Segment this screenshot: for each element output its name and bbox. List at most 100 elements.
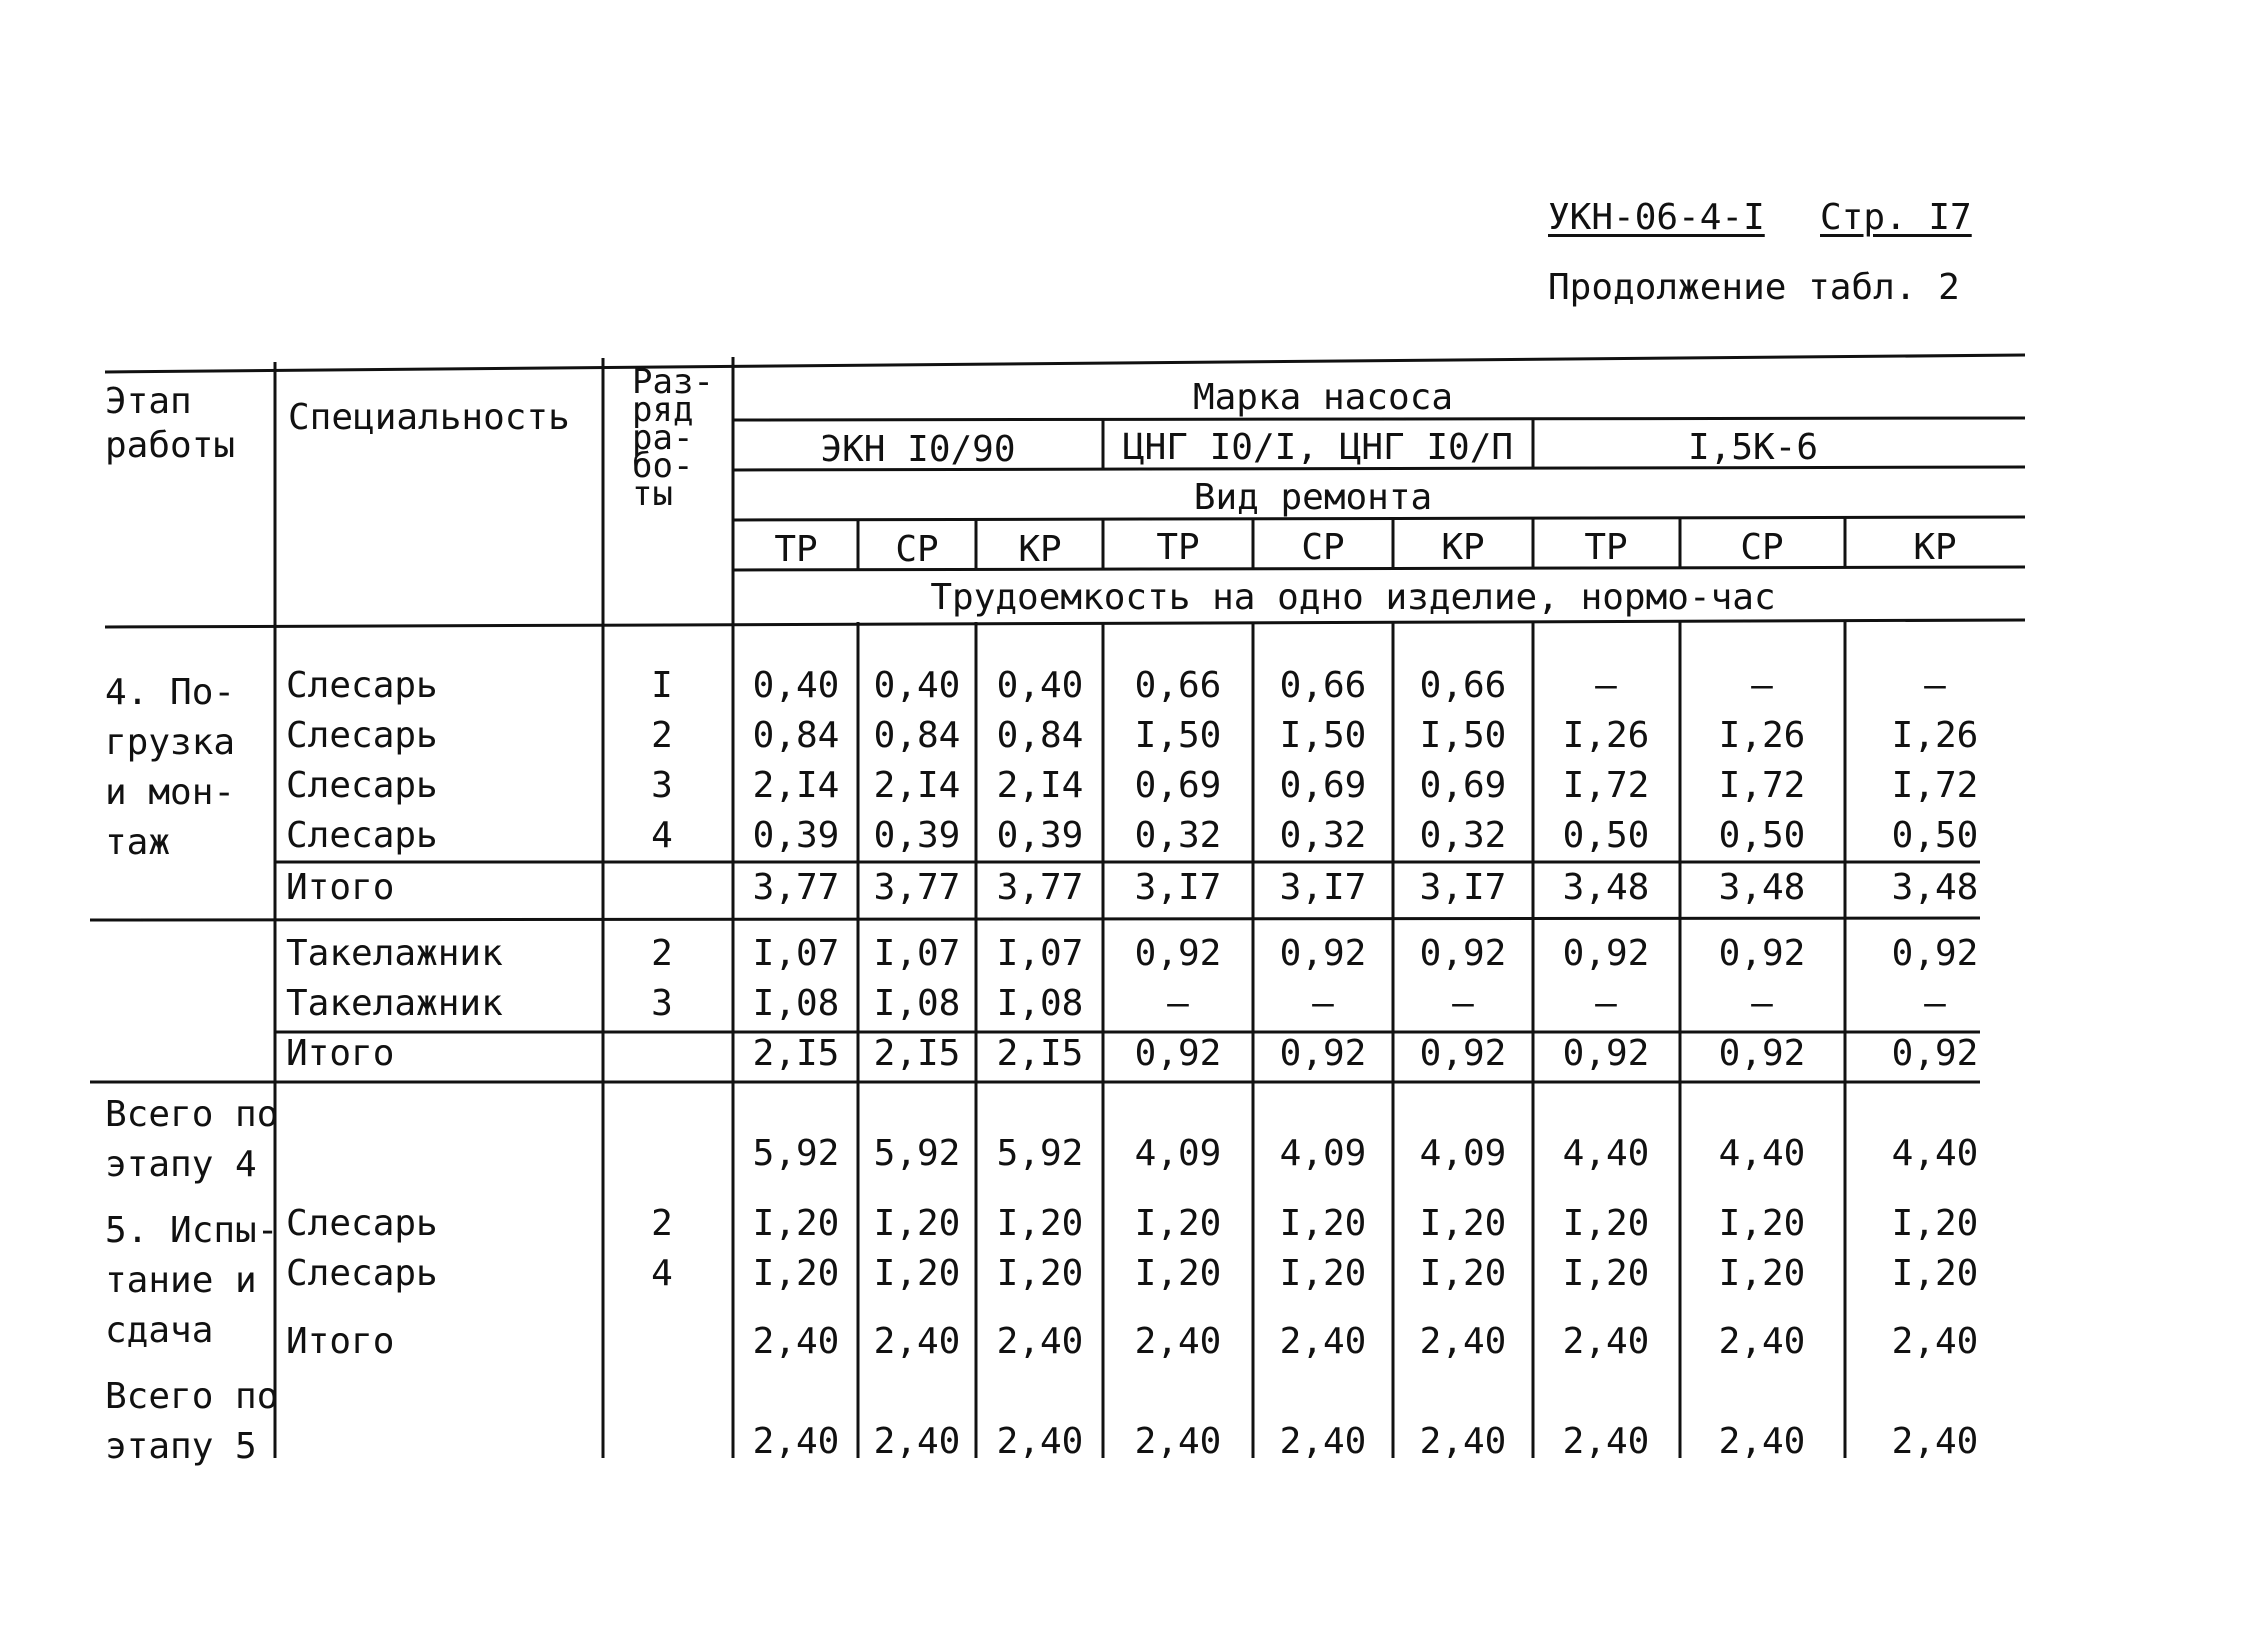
value-cell: 0,69 <box>1419 765 1507 806</box>
value-cell: 2,I5 <box>752 1033 840 1074</box>
value-cell: 0,84 <box>752 715 840 756</box>
value-cell: 4,09 <box>1279 1133 1367 1174</box>
repair-header: ТР <box>774 529 818 570</box>
value-cell: I,07 <box>752 933 840 974</box>
value-cell: 4,40 <box>1891 1133 1979 1174</box>
value-cell: I,72 <box>1891 765 1979 806</box>
value-cell: 2,I4 <box>873 765 961 806</box>
value-cell: 2,40 <box>1419 1421 1507 1462</box>
value-cell: I,26 <box>1891 715 1979 756</box>
value-cell: 0,66 <box>1134 665 1222 706</box>
column-header-grade: Раз- ряд ра- бо- ты <box>632 362 714 514</box>
value-cell: 2,40 <box>1891 1321 1979 1362</box>
value-cell: 0,69 <box>1134 765 1222 806</box>
grade-cell: 3 <box>651 983 673 1024</box>
value-cell: – <box>1595 983 1617 1024</box>
page-number: Стр. I7 <box>1820 197 1972 238</box>
value-cell: 0,92 <box>1279 1033 1367 1074</box>
value-cell: 0,50 <box>1562 815 1650 856</box>
value-cell: 0,40 <box>996 665 1084 706</box>
repair-header: ТР <box>1156 527 1200 568</box>
value-cell: 0,92 <box>1419 1033 1507 1074</box>
specialty-cell: Такелажник <box>286 933 503 974</box>
value-cell: 0,40 <box>752 665 840 706</box>
value-cell: 2,40 <box>1279 1421 1367 1462</box>
value-cell: 2,40 <box>1718 1421 1806 1462</box>
column-header-labor: Трудоемкость на одно изделие, нормо-час <box>930 577 1776 618</box>
value-cell: 0,66 <box>1279 665 1367 706</box>
value-cell: 0,32 <box>1279 815 1367 856</box>
value-cell: 3,48 <box>1562 867 1650 908</box>
grade-cell: 4 <box>651 1253 673 1294</box>
value-cell: I,20 <box>1562 1253 1650 1294</box>
value-cell: I,20 <box>1134 1253 1222 1294</box>
value-cell: – <box>1452 983 1474 1024</box>
value-cell: I,08 <box>873 983 961 1024</box>
specialty-cell: Слесарь <box>286 815 438 856</box>
repair-header: СР <box>895 529 939 570</box>
value-cell: 5,92 <box>752 1133 840 1174</box>
value-cell: 2,40 <box>996 1321 1084 1362</box>
value-cell: 0,92 <box>1134 933 1222 974</box>
value-cell: 0,92 <box>1134 1033 1222 1074</box>
repair-header: КР <box>1913 527 1957 568</box>
repair-header: СР <box>1740 527 1784 568</box>
value-cell: 2,40 <box>1279 1321 1367 1362</box>
column-header-repair-type: Вид ремонта <box>1193 477 1433 518</box>
value-cell: 3,I7 <box>1279 867 1367 908</box>
specialty-cell: Слесарь <box>286 1253 438 1294</box>
value-cell: I,50 <box>1419 715 1507 756</box>
value-cell: 2,40 <box>873 1421 961 1462</box>
value-cell: I,20 <box>1562 1203 1650 1244</box>
value-cell: I,20 <box>1891 1253 1979 1294</box>
value-cell: I,26 <box>1562 715 1650 756</box>
value-cell: 2,40 <box>1562 1321 1650 1362</box>
value-cell: I,07 <box>996 933 1084 974</box>
stage-label-4: 4. По- грузка и мон- таж <box>105 672 236 863</box>
value-cell: 0,92 <box>1562 933 1650 974</box>
value-cell: I,20 <box>1279 1253 1367 1294</box>
value-cell: I,20 <box>873 1203 961 1244</box>
specialty-cell: Слесарь <box>286 765 438 806</box>
value-cell: 0,39 <box>752 815 840 856</box>
value-cell: 0,92 <box>1891 1033 1979 1074</box>
value-cell: – <box>1924 983 1946 1024</box>
specialty-cell: Итого <box>286 867 395 908</box>
stage-total-label-4: Всего по этапу 4 <box>105 1094 279 1185</box>
value-cell: – <box>1312 983 1334 1024</box>
value-cell: 3,77 <box>996 867 1084 908</box>
value-cell: I,72 <box>1562 765 1650 806</box>
value-cell: 2,40 <box>1891 1421 1979 1462</box>
value-cell: 2,40 <box>1562 1421 1650 1462</box>
value-cell: 4,40 <box>1718 1133 1806 1174</box>
value-cell: I,50 <box>1134 715 1222 756</box>
value-cell: I,20 <box>1718 1253 1806 1294</box>
column-header-stage: Этап работы <box>105 381 236 466</box>
value-cell: 0,32 <box>1419 815 1507 856</box>
repair-header: ТР <box>1584 527 1628 568</box>
specialty-cell: Итого <box>286 1321 395 1362</box>
value-cell: I,20 <box>996 1253 1084 1294</box>
value-cell: 4,09 <box>1419 1133 1507 1174</box>
pump-header-ekn: ЭКН I0/90 <box>820 429 1016 470</box>
value-cell: I,20 <box>752 1203 840 1244</box>
grade-cell: 4 <box>651 815 673 856</box>
specialty-cell: Слесарь <box>286 1203 438 1244</box>
value-cell: 2,40 <box>1718 1321 1806 1362</box>
value-cell: 2,40 <box>1134 1421 1222 1462</box>
value-cell: 3,I7 <box>1419 867 1507 908</box>
specialty-cell: Такелажник <box>286 983 503 1024</box>
value-cell: I,20 <box>873 1253 961 1294</box>
grade-cell: 2 <box>651 1203 673 1244</box>
specialty-cell: Слесарь <box>286 715 438 756</box>
grade-cell: 2 <box>651 715 673 756</box>
value-cell: I,20 <box>1419 1203 1507 1244</box>
value-cell: I,20 <box>1718 1203 1806 1244</box>
value-cell: 5,92 <box>996 1133 1084 1174</box>
value-cell: 3,77 <box>873 867 961 908</box>
value-cell: I,20 <box>1419 1253 1507 1294</box>
value-cell: 0,92 <box>1718 1033 1806 1074</box>
value-cell: 4,09 <box>1134 1133 1222 1174</box>
value-cell: 0,92 <box>1419 933 1507 974</box>
value-cell: – <box>1924 665 1946 706</box>
